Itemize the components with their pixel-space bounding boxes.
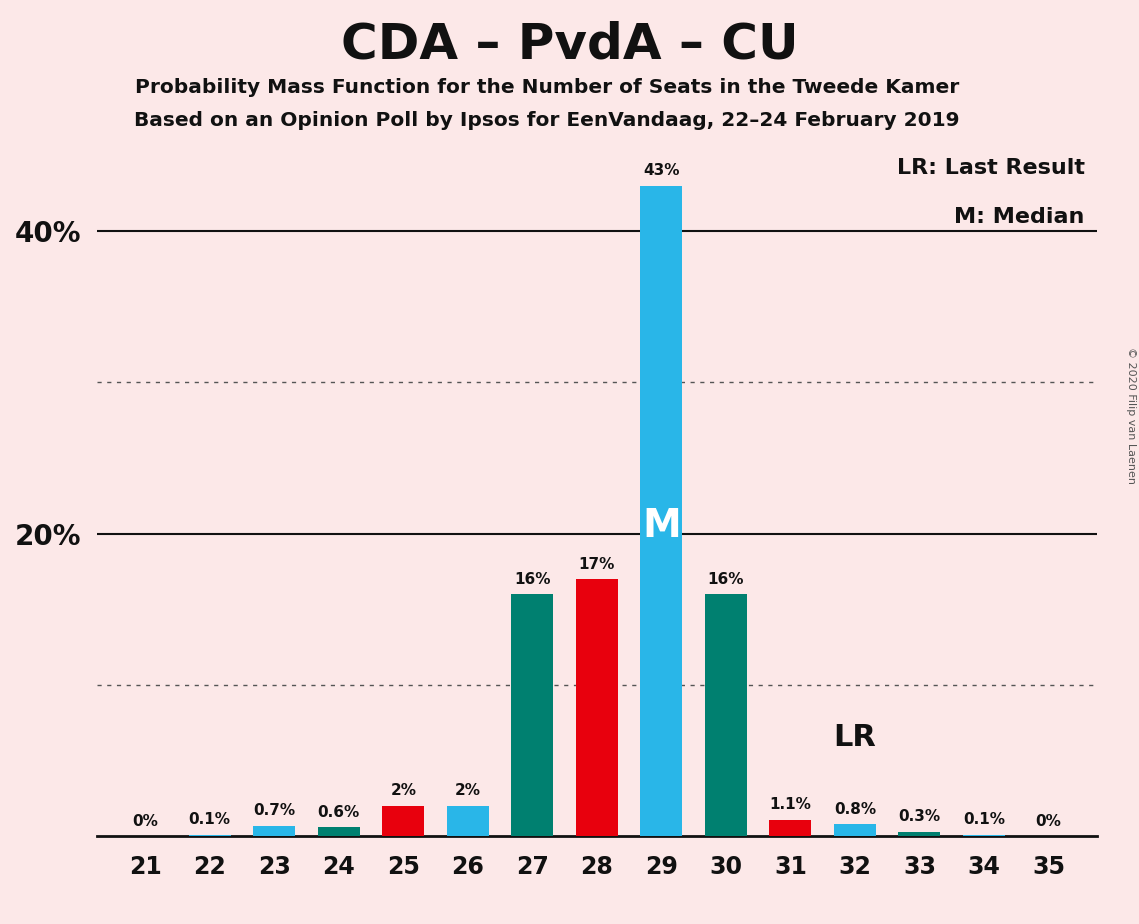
Text: 2%: 2%: [391, 784, 416, 798]
Text: 17%: 17%: [579, 556, 615, 572]
Bar: [770, 820, 811, 836]
Bar: [640, 186, 682, 836]
Bar: [446, 806, 489, 836]
Text: 0%: 0%: [1035, 814, 1062, 829]
Bar: [705, 594, 747, 836]
Text: LR: Last Result: LR: Last Result: [896, 158, 1084, 177]
Bar: [576, 579, 617, 836]
Text: 1.1%: 1.1%: [770, 797, 811, 812]
Text: 0.1%: 0.1%: [962, 812, 1005, 827]
Text: 43%: 43%: [644, 164, 680, 178]
Text: 0.7%: 0.7%: [253, 803, 295, 818]
Text: 0%: 0%: [132, 814, 158, 829]
Text: LR: LR: [834, 723, 876, 752]
Text: Probability Mass Function for the Number of Seats in the Tweede Kamer: Probability Mass Function for the Number…: [134, 78, 959, 97]
Bar: [253, 826, 295, 836]
Bar: [189, 834, 231, 836]
Text: M: Median: M: Median: [954, 207, 1084, 226]
Text: 2%: 2%: [454, 784, 481, 798]
Bar: [511, 594, 554, 836]
Text: 0.1%: 0.1%: [189, 812, 231, 827]
Text: 16%: 16%: [514, 572, 550, 587]
Text: © 2020 Filip van Laenen: © 2020 Filip van Laenen: [1125, 347, 1136, 484]
Bar: [962, 834, 1005, 836]
Text: Based on an Opinion Poll by Ipsos for EenVandaag, 22–24 February 2019: Based on an Opinion Poll by Ipsos for Ee…: [134, 111, 959, 130]
Text: 0.8%: 0.8%: [834, 801, 876, 817]
Text: 0.3%: 0.3%: [899, 809, 941, 824]
Text: CDA – PvdA – CU: CDA – PvdA – CU: [341, 20, 798, 68]
Bar: [318, 827, 360, 836]
Bar: [834, 824, 876, 836]
Text: M: M: [642, 507, 681, 545]
Bar: [899, 832, 941, 836]
Text: 16%: 16%: [707, 572, 744, 587]
Text: 0.6%: 0.6%: [318, 805, 360, 820]
Bar: [383, 806, 424, 836]
